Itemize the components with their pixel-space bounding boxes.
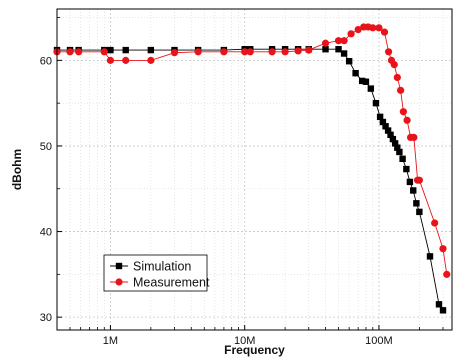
measurement-point	[246, 48, 254, 56]
legend-item-simulation: Simulation	[110, 260, 191, 274]
simulation-point	[416, 208, 423, 216]
y-tick-label: 40	[40, 227, 52, 239]
measurement-point	[321, 39, 330, 47]
measurement-line	[57, 26, 448, 275]
legend-marker	[115, 262, 123, 270]
legend-marker	[115, 278, 123, 286]
simulation-point	[122, 46, 129, 54]
simulation-point	[358, 77, 366, 85]
y-tick-label: 50	[40, 141, 52, 153]
simulation-point	[340, 50, 348, 57]
measurement-point	[369, 24, 377, 32]
plot-frame	[56, 8, 453, 331]
measurement-point	[415, 176, 423, 184]
legend-label: Measurement	[133, 276, 210, 290]
axis-ticks: 1M 10M 100M 30 40 50 60	[40, 17, 444, 347]
measurement-point	[443, 270, 451, 278]
simulation-point	[410, 187, 417, 194]
x-axis-title: Frequency	[224, 343, 285, 357]
measurement-point	[380, 28, 389, 36]
measurement-point	[122, 56, 130, 64]
simulation-point	[389, 135, 397, 143]
measurement-point	[410, 133, 418, 141]
y-tick-label: 30	[40, 312, 52, 324]
simulation-point	[382, 123, 389, 130]
legend-box	[103, 254, 208, 292]
series-measurement	[53, 23, 451, 278]
measurement-point	[439, 245, 447, 253]
simulation-point	[335, 46, 342, 53]
simulation-point	[399, 155, 406, 162]
simulation-point	[435, 301, 443, 308]
simulation-point	[107, 46, 114, 54]
simulation-point	[391, 140, 399, 147]
measurement-point	[194, 48, 202, 56]
legend-label: Simulation	[133, 260, 191, 274]
measurement-point	[399, 108, 407, 116]
simulation-point	[379, 118, 387, 126]
series-layer	[53, 23, 451, 314]
measurement-point	[354, 25, 362, 34]
x-tick-label: 100M	[365, 335, 393, 347]
simulation-point	[426, 253, 434, 260]
simulation-point	[147, 46, 155, 54]
x-tick-label: 10M	[234, 335, 255, 347]
measurement-point	[397, 86, 405, 94]
measurement-point	[106, 56, 115, 64]
simulation-point	[439, 307, 447, 314]
measurement-point	[75, 48, 83, 56]
measurement-point	[375, 24, 383, 32]
simulation-point	[394, 144, 401, 151]
simulation-point	[352, 70, 359, 77]
legend-items: Simulation Measurement	[110, 260, 210, 290]
simulation-point	[345, 58, 353, 65]
measurement-point	[431, 219, 439, 227]
measurement-point	[147, 56, 155, 64]
simulation-point	[403, 165, 410, 173]
simulation-point	[396, 148, 403, 156]
x-tick-label: 1M	[103, 335, 118, 347]
measurement-point	[340, 37, 348, 45]
simulation-point	[376, 113, 384, 121]
simulation-point	[322, 46, 329, 53]
measurement-point	[385, 48, 393, 56]
measurement-point	[305, 46, 313, 54]
simulation-point	[387, 131, 394, 139]
measurement-point	[281, 48, 289, 56]
y-tick-label: 60	[40, 55, 52, 67]
simulation-point	[384, 127, 392, 134]
measurement-point	[334, 37, 343, 45]
measurement-point	[347, 30, 355, 38]
legend-item-measurement: Measurement	[110, 276, 210, 290]
measurement-point	[268, 48, 276, 56]
simulation-point	[413, 200, 420, 207]
measurement-point	[170, 49, 179, 57]
y-axis-title: dBohm	[10, 149, 24, 190]
measurement-point	[393, 73, 401, 82]
measurement-point	[66, 48, 74, 56]
legend: Simulation Measurement	[103, 254, 210, 292]
measurement-point	[390, 61, 398, 69]
simulation-point	[372, 99, 380, 107]
measurement-point	[294, 47, 302, 55]
simulation-point	[367, 85, 375, 92]
simulation-point	[362, 78, 370, 85]
simulation-point	[406, 178, 414, 186]
measurement-point	[100, 48, 108, 56]
measurement-point	[241, 48, 249, 56]
measurement-point	[403, 116, 411, 124]
measurement-point	[220, 48, 228, 56]
